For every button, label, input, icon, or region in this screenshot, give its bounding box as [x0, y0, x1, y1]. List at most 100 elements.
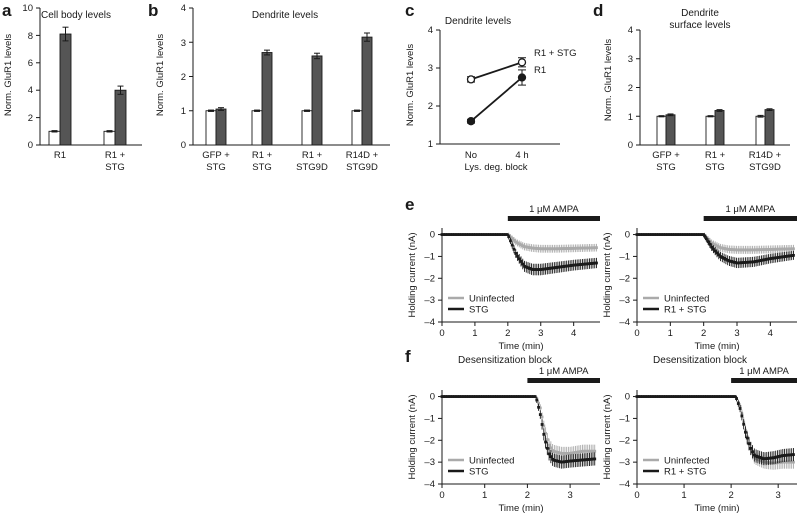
- trace-point: [589, 457, 593, 461]
- panel-b-xtick: R14D +: [346, 150, 379, 161]
- trace-point: [565, 460, 569, 463]
- bar-dark: [59, 33, 72, 146]
- trace-point: [496, 395, 500, 398]
- trace-point: [489, 395, 493, 398]
- trace-point: [556, 451, 560, 454]
- trace-point: [572, 451, 576, 455]
- trace-point: [540, 247, 544, 251]
- trace-point: [786, 460, 790, 464]
- trace-point: [552, 247, 556, 251]
- trace-point: [579, 458, 583, 462]
- trace-point: [500, 233, 504, 236]
- trace-point: [779, 454, 783, 458]
- xtick-label: 3: [567, 490, 572, 501]
- xtick-label: 2: [525, 490, 530, 501]
- trace-point: [447, 233, 451, 236]
- trace-point: [595, 261, 598, 265]
- trace-point: [749, 248, 753, 252]
- trace-point: [651, 395, 655, 398]
- trace-point: [574, 246, 577, 250]
- trace-point: [751, 260, 754, 264]
- trace-point: [665, 233, 669, 236]
- trace-point: [537, 268, 540, 271]
- trace-point: [503, 233, 507, 236]
- xtick-label: 1: [681, 490, 686, 501]
- trace-point: [512, 395, 516, 398]
- trace-point: [724, 395, 728, 398]
- trace-point: [712, 395, 715, 398]
- panel-f-left: 0 –1 –2 –3 –4 0 1 2 3 Time (min) Holding current (…: [407, 366, 600, 514]
- trace-point: [715, 244, 719, 248]
- trace-point: [781, 247, 785, 251]
- trace-point: [528, 246, 532, 250]
- series-line: [470, 76, 523, 122]
- trace-point: [736, 402, 740, 405]
- trace-point: [574, 263, 577, 267]
- trace-point: [640, 395, 644, 398]
- trace-point: [545, 438, 549, 441]
- trace-point: [479, 395, 483, 398]
- ytick-label: 0: [625, 392, 630, 403]
- trace-point: [588, 457, 591, 461]
- trace-point: [747, 260, 751, 264]
- trace-point: [581, 262, 584, 266]
- trace-point: [685, 233, 689, 236]
- trace-point: [747, 442, 751, 446]
- trace-point: [660, 395, 664, 398]
- trace-point: [479, 233, 483, 236]
- panel-d-ytick: 4: [628, 25, 633, 36]
- trace-point: [726, 247, 730, 251]
- trace-point: [510, 243, 514, 247]
- trace-point: [444, 395, 447, 398]
- trace-point: [442, 395, 446, 398]
- trace-point: [699, 395, 703, 398]
- panel-d: d Dendrite surface levels Norm. GluR1 le…: [593, 1, 790, 173]
- trace-point: [523, 264, 526, 268]
- trace-point: [786, 254, 790, 258]
- trace-point: [589, 262, 593, 265]
- trace-point: [776, 256, 779, 260]
- trace-point: [697, 395, 701, 398]
- trace-point: [790, 453, 794, 457]
- trace-point: [681, 233, 685, 236]
- trace-point: [591, 261, 595, 265]
- trace-point: [554, 459, 558, 463]
- trace-point: [736, 261, 740, 265]
- trace-point: [767, 257, 770, 261]
- bar-white: [351, 110, 363, 146]
- panel-d-xtick: R14D +: [749, 150, 782, 161]
- legend-label: STG: [469, 467, 489, 478]
- panel-f-right-title: Desensitization block: [653, 355, 748, 366]
- ytick-label: –4: [424, 317, 435, 328]
- ampa-bar: [527, 378, 600, 383]
- trace-point: [646, 395, 650, 398]
- trace-point: [678, 233, 682, 236]
- trace-point: [662, 233, 666, 236]
- trace-point: [765, 457, 769, 460]
- panel-label-d: d: [593, 1, 603, 20]
- trace-point: [738, 261, 742, 265]
- trace-point: [724, 247, 728, 251]
- trace-point: [676, 233, 680, 236]
- trace-point: [552, 458, 556, 462]
- trace-point: [688, 395, 692, 398]
- trace-point: [495, 233, 498, 236]
- trace-point: [461, 233, 465, 236]
- trace-point: [514, 252, 518, 255]
- trace-point: [461, 395, 465, 398]
- trace-point: [558, 460, 562, 464]
- trace-point: [655, 395, 658, 398]
- trace-point: [544, 440, 547, 444]
- trace-point: [449, 233, 453, 236]
- trace-point: [735, 261, 738, 265]
- trace-point: [635, 233, 639, 236]
- trace-point: [731, 395, 735, 398]
- trace-point: [589, 246, 593, 250]
- trace-point: [745, 248, 749, 252]
- trace-point: [452, 233, 456, 236]
- trace-point: [591, 246, 595, 250]
- trace-point: [463, 395, 467, 398]
- trace-point: [754, 454, 758, 458]
- trace-point: [774, 247, 778, 251]
- trace-point: [510, 237, 514, 241]
